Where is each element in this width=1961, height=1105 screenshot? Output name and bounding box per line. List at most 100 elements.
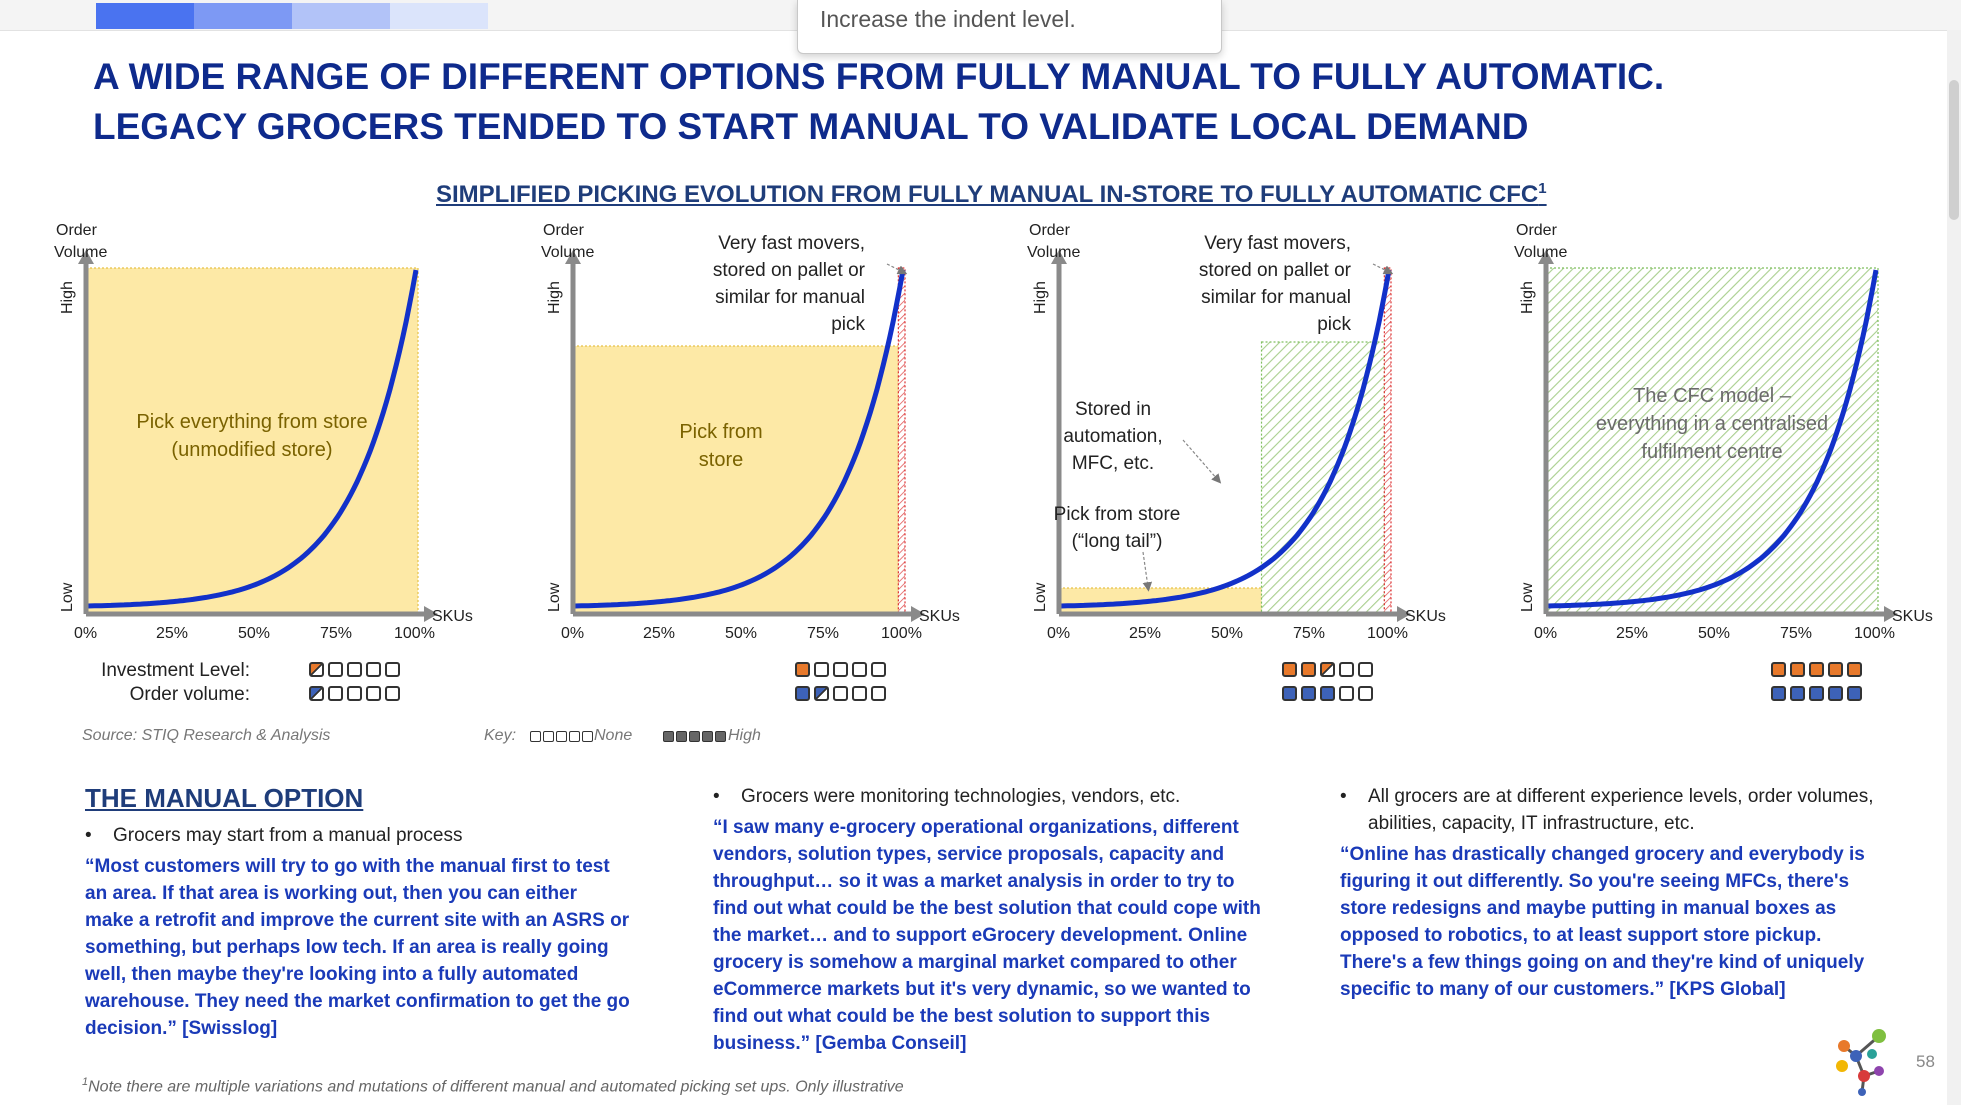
- x-tick-label: 0%: [1047, 625, 1071, 642]
- chart-panel-1: Order Volume High Low SKUs 0% 25% 50% 75% 100% Pic…: [50, 222, 500, 652]
- region-yellow: [572, 345, 899, 615]
- investment-rating-4: [1771, 662, 1862, 677]
- rating-box: [347, 686, 362, 701]
- region-red-hatched: [897, 267, 906, 615]
- rating-box: [328, 662, 343, 677]
- rating-box: [328, 686, 343, 701]
- rating-box: [1828, 662, 1843, 677]
- fast-movers-label: Very fast movers,: [718, 233, 865, 254]
- region-label: Pick from: [679, 421, 763, 443]
- demand-curve: [87, 269, 419, 609]
- column-experience: All grocers are at different experience …: [1340, 783, 1885, 1003]
- x-tick-label: 50%: [725, 625, 758, 642]
- axes: [1056, 260, 1401, 617]
- y-axis-label-order: Order: [543, 222, 584, 239]
- y-axis-high: High: [546, 281, 563, 314]
- rating-box: [852, 662, 867, 677]
- column-1-bullet: Grocers may start from a manual process: [85, 822, 630, 849]
- key-box: [663, 731, 674, 742]
- manual-option-heading: THE MANUAL OPTION: [85, 783, 364, 813]
- region-label: fulfilment centre: [1641, 441, 1783, 463]
- investment-label: Investment Level:: [101, 660, 250, 681]
- rating-box: [1320, 662, 1335, 677]
- rating-box: [1809, 662, 1824, 677]
- region-yellow: [85, 267, 419, 615]
- automation-label: automation,: [1063, 426, 1163, 447]
- scrollbar[interactable]: [1947, 30, 1961, 1105]
- rating-box: [1771, 686, 1786, 701]
- fast-movers-leader: [886, 263, 908, 275]
- y-axis-low: Low: [546, 582, 563, 612]
- fast-movers-leader: [1372, 263, 1394, 275]
- investment-rating-1: [309, 662, 400, 677]
- order-volume-rating-2: [795, 686, 886, 701]
- fast-movers-label: similar for manual: [1201, 287, 1351, 308]
- x-axis-label: SKUs: [432, 608, 473, 625]
- x-axis-label: SKUs: [1892, 608, 1933, 625]
- fast-movers-label: Very fast movers,: [1204, 233, 1351, 254]
- column-3-bullet: All grocers are at different experience …: [1340, 783, 1885, 837]
- column-3-quote: “Online has drastically changed grocery …: [1340, 844, 1865, 1000]
- key-none-label: None: [594, 727, 633, 744]
- rating-box: [366, 686, 381, 701]
- rating-box: [309, 686, 324, 701]
- thumbnail-1[interactable]: [96, 3, 194, 29]
- rating-box: [347, 662, 362, 677]
- rating-box: [1828, 686, 1843, 701]
- column-manual-option: THE MANUAL OPTION Grocers may start from…: [85, 783, 630, 1042]
- title-line-1: A WIDE RANGE OF DIFFERENT OPTIONS FROM F…: [93, 56, 1665, 97]
- axes: [570, 260, 915, 617]
- rating-box: [871, 662, 886, 677]
- chart-svg-1: [78, 250, 438, 622]
- tooltip: Increase the indent level.: [797, 0, 1222, 54]
- region-label: Pick everything from store: [136, 411, 368, 433]
- demand-curve: [574, 269, 906, 609]
- chart-panel-3: Order Volume High Low SKUs 0% 25% 50% 75% 100% Ver…: [1023, 222, 1473, 652]
- y-axis-label-order: Order: [56, 222, 97, 239]
- y-axis-low: Low: [59, 582, 76, 612]
- x-tick-label: 100%: [1854, 625, 1895, 642]
- thumbnail-3[interactable]: [292, 3, 390, 29]
- y-axis-label-order: Order: [1516, 222, 1557, 239]
- x-tick-label: 25%: [1616, 625, 1649, 642]
- region-label: everything in a centralised: [1595, 413, 1829, 435]
- rating-box: [1790, 662, 1805, 677]
- order-volume-rating-4: [1771, 686, 1862, 701]
- column-1-quote: “Most customers will try to go with the …: [85, 856, 630, 1039]
- rating-box: [1301, 662, 1316, 677]
- y-axis-label-volume: Volume: [1027, 244, 1081, 261]
- x-tick-label: 50%: [1698, 625, 1731, 642]
- rating-box: [1339, 662, 1354, 677]
- rating-box: [833, 686, 848, 701]
- x-tick-label: 25%: [156, 625, 189, 642]
- fast-movers-label: similar for manual: [715, 287, 865, 308]
- thumbnail-2[interactable]: [194, 3, 292, 29]
- x-tick-label: 100%: [394, 625, 435, 642]
- x-tick-label: 100%: [881, 625, 922, 642]
- rating-box: [795, 686, 810, 701]
- x-tick-label: 50%: [238, 625, 271, 642]
- rating-box: [1771, 662, 1786, 677]
- key-high-boxes: [663, 731, 726, 742]
- rating-box: [1847, 662, 1862, 677]
- title-line-2: LEGACY GROCERS TENDED TO START MANUAL TO…: [93, 106, 1529, 147]
- x-tick-label: 0%: [74, 625, 98, 642]
- x-tick-label: 75%: [1293, 625, 1326, 642]
- y-axis-arrow: [1538, 250, 1554, 264]
- investment-rating-2: [795, 662, 886, 677]
- y-axis-label-volume: Volume: [541, 244, 595, 261]
- y-axis-low: Low: [1032, 582, 1049, 612]
- x-axis-arrow: [424, 606, 438, 622]
- axes: [1543, 260, 1888, 617]
- order-volume-label: Order volume:: [129, 684, 250, 705]
- automation-label: MFC, etc.: [1071, 453, 1155, 474]
- investment-rating-3: [1282, 662, 1373, 677]
- x-tick-label: 75%: [807, 625, 840, 642]
- y-axis-label-volume: Volume: [54, 244, 108, 261]
- thumbnail-4[interactable]: [390, 3, 488, 29]
- column-2-bullet: Grocers were monitoring technologies, ve…: [713, 783, 1273, 810]
- y-axis-arrow: [1051, 250, 1067, 264]
- scrollbar-thumb[interactable]: [1949, 80, 1959, 220]
- key-box: [543, 731, 554, 742]
